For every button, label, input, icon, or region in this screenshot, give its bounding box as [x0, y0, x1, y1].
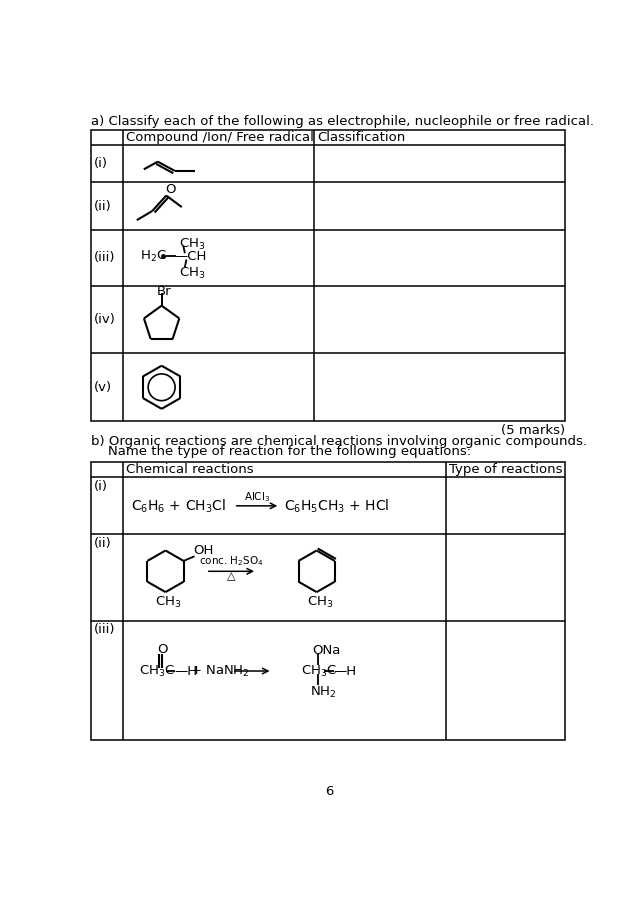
- Text: —H: —H: [174, 665, 197, 677]
- Text: (ii): (ii): [94, 200, 111, 213]
- Text: NH$_2$: NH$_2$: [311, 685, 337, 700]
- Text: CH$_3$: CH$_3$: [178, 236, 205, 251]
- Text: C$_6$H$_6$ + CH$_3$Cl: C$_6$H$_6$ + CH$_3$Cl: [132, 497, 227, 515]
- Text: 6: 6: [325, 785, 333, 798]
- Text: (ii): (ii): [94, 537, 111, 550]
- Text: CH$_3$: CH$_3$: [155, 595, 182, 611]
- Text: (5 marks): (5 marks): [501, 424, 566, 437]
- Text: (iii): (iii): [94, 251, 115, 264]
- Text: O: O: [166, 183, 176, 196]
- Text: O: O: [158, 643, 168, 656]
- Text: (i): (i): [94, 480, 107, 493]
- Text: (iv): (iv): [94, 313, 116, 326]
- Text: (iii): (iii): [94, 623, 115, 637]
- Text: ONa: ONa: [312, 645, 340, 657]
- Text: CH$_3$C: CH$_3$C: [139, 664, 175, 679]
- Text: Name the type of reaction for the following equations:: Name the type of reaction for the follow…: [91, 445, 471, 459]
- Text: (i): (i): [94, 157, 107, 171]
- Text: —CH: —CH: [175, 250, 207, 263]
- Text: △: △: [227, 571, 236, 581]
- Text: CH$_3$: CH$_3$: [178, 266, 205, 281]
- Text: a) Classify each of the following as electrophile, nucleophile or free radical.: a) Classify each of the following as ele…: [91, 115, 594, 128]
- Text: AlCl$_3$: AlCl$_3$: [244, 490, 270, 505]
- Text: conc. H$_2$SO$_4$: conc. H$_2$SO$_4$: [199, 554, 264, 568]
- Bar: [91, 462, 566, 740]
- Text: Br: Br: [157, 286, 171, 298]
- Text: Chemical reactions: Chemical reactions: [126, 463, 254, 476]
- Text: C$_6$H$_5$CH$_3$ + HCl: C$_6$H$_5$CH$_3$ + HCl: [284, 497, 390, 515]
- Text: —H: —H: [333, 665, 356, 677]
- Text: H$_2$C: H$_2$C: [140, 249, 167, 264]
- Bar: [91, 130, 566, 421]
- Text: Classification: Classification: [317, 131, 406, 145]
- Text: (v): (v): [94, 381, 112, 393]
- Text: b) Organic reactions are chemical reactions involving organic compounds.: b) Organic reactions are chemical reacti…: [91, 435, 587, 448]
- Text: CH$_3$: CH$_3$: [306, 595, 333, 611]
- Text: Compound /Ion/ Free radical: Compound /Ion/ Free radical: [126, 131, 314, 145]
- Text: OH: OH: [193, 544, 213, 558]
- Text: Type of reactions: Type of reactions: [449, 463, 562, 476]
- Text: + NaNH$_2$: + NaNH$_2$: [190, 664, 250, 679]
- Text: CH$_3$C: CH$_3$C: [301, 664, 337, 679]
